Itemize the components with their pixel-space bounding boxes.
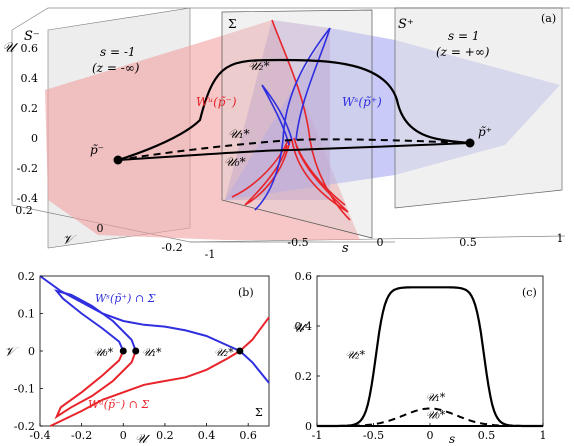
axis-box-floor xyxy=(189,235,566,243)
panel-c-y-tick: 0.2 xyxy=(295,370,313,383)
s-plus-label: s = 1 xyxy=(448,29,479,43)
panel-a-s-tick: 0.5 xyxy=(459,236,477,249)
stable-manifold-curves xyxy=(254,27,331,211)
panel-b-ylabel: 𝒱 xyxy=(4,345,19,360)
panel-c-x-tick: -1 xyxy=(312,429,323,442)
panel-c-series-label: 𝒰₀* xyxy=(425,409,445,422)
panel-b-y-tick: 0.2 xyxy=(18,270,36,283)
panel-c-xlabel: s xyxy=(449,432,455,446)
panel-a-s-axis-label: s xyxy=(342,241,349,256)
panel-c-x-tick: 0 xyxy=(427,429,434,442)
z-minus-label: (z = -∞) xyxy=(92,61,140,75)
panel-b: 𝒰₀* 𝒰₁* 𝒰₂* -0.4 -0.2 0 0.2 0.4 0.60.20.10-0.1-… xyxy=(4,270,270,446)
panel-c-series-label: 𝒰₁* xyxy=(425,391,445,404)
orbit-u2 xyxy=(117,58,471,162)
panel-c-y-tick: 0 xyxy=(305,420,312,433)
panel-b-corner-label: Σ xyxy=(255,406,263,419)
intersection-point xyxy=(119,347,127,355)
panel-c-x-tick: 0.5 xyxy=(478,429,496,442)
panel-a-u-tick: 0.4 xyxy=(21,72,39,85)
panel-b-x-tick: -0.4 xyxy=(29,429,50,442)
panel-a-v-ticks: 0.2 0 -0.2 xyxy=(15,204,182,254)
panel-b-x-tick: 0.6 xyxy=(239,429,257,442)
panel-b-blue-label: Wˢ(p̃⁺) ∩ Σ xyxy=(95,292,156,305)
panel-b-xlabel: 𝒰 xyxy=(135,432,151,446)
stable-intersection-loop xyxy=(53,289,137,352)
panel-b-red-label: Wᵘ(p̃⁻) ∩ Σ xyxy=(88,398,149,411)
intersection-point-label: 𝒰₂* xyxy=(214,346,234,359)
panel-c-y-tick: 0.6 xyxy=(295,270,313,283)
p-minus-label: p̃⁻ xyxy=(90,143,104,157)
stable-manifold-label: Wˢ(p̃⁺) xyxy=(342,95,382,109)
panel-a-s-ticks: -1 -0.5 0 0.5 1 xyxy=(205,232,564,261)
panel-a-u-tick: -0.2 xyxy=(17,162,38,175)
panel-b-y-tick: -0.2 xyxy=(14,420,35,433)
equilibrium-p-minus xyxy=(113,155,123,165)
panel-c-x-tick: 1 xyxy=(540,429,547,442)
section-plus-label: S⁺ xyxy=(398,17,414,32)
p-plus-label: p̃⁺ xyxy=(478,125,492,139)
intersection-point-label: 𝒰₀* xyxy=(93,346,113,359)
panel-a-u-tick: 0.6 xyxy=(21,42,39,55)
panel-a-s-tick: 1 xyxy=(557,232,564,245)
panel-a-s-tick: -0.5 xyxy=(287,236,308,249)
panel-b-y-tick: -0.1 xyxy=(14,383,35,396)
panel-a-u-tick: -0.4 xyxy=(17,192,38,205)
panel-c-ticks: -1 -0.5 0 0.5 1 0.6 0.4 0.2 0 xyxy=(295,270,547,442)
panel-b-ticks: -0.4 -0.2 0 0.2 0.4 0.60.20.10-0.1-0.2 xyxy=(14,270,257,442)
u2-label: 𝒰₂* xyxy=(248,59,270,73)
panel-b-plot: 𝒰₀* 𝒰₁* 𝒰₂* xyxy=(39,275,270,427)
panel-c-y-tick: 0.4 xyxy=(295,320,313,333)
panel-b-x-tick: -0.2 xyxy=(71,429,92,442)
u0-label: 𝒰₀* xyxy=(224,155,246,169)
panel-b-x-tick: 0.2 xyxy=(156,429,174,442)
s-minus-label: s = -1 xyxy=(100,45,136,59)
section-minus-label: S⁻ xyxy=(24,29,40,44)
section-plane-sigma xyxy=(221,9,373,239)
panel-b-y-tick: 0.1 xyxy=(18,308,36,321)
panel-c-plot: 𝒰₂* 𝒰₁* 𝒰₀* xyxy=(317,286,543,428)
panel-b-x-tick: 0.4 xyxy=(198,429,216,442)
panel-a-u-ticks: 0.6 0.4 0.2 0 -0.2 -0.4 xyxy=(17,42,38,205)
panel-b-label: (b) xyxy=(238,286,254,299)
intersection-point-label: 𝒰₁* xyxy=(142,346,162,359)
panel-a-label: (a) xyxy=(541,12,556,25)
panel-c-label: (c) xyxy=(522,286,537,299)
z-plus-label: (z = +∞) xyxy=(436,45,490,59)
panel-c-x-tick: -0.5 xyxy=(363,429,384,442)
panel-b-x-tick: 0 xyxy=(120,429,127,442)
intersection-point xyxy=(236,347,244,355)
panel-c: 𝒰₂*𝒰₁*𝒰₀* -1 -0.5 0 0.5 10.60.40.20 (c) s 𝒰 xyxy=(292,270,547,446)
orbit-u0 xyxy=(117,142,471,161)
u1-label: 𝒰₁* xyxy=(228,127,250,141)
manifold-overlap xyxy=(225,20,330,200)
unstable-intersection-loop xyxy=(54,350,137,420)
panel-a-v-tick: 0 xyxy=(97,222,104,235)
unstable-manifold-label: Wᵘ(p̃⁻) xyxy=(196,95,237,109)
panel-a-u-tick: 0 xyxy=(31,132,38,145)
panel-a-v-tick: 0.2 xyxy=(15,204,33,217)
panel-a-v-tick: -0.2 xyxy=(161,241,182,254)
intersection-point xyxy=(132,347,140,355)
section-sigma-label: Σ xyxy=(228,17,236,31)
panel-b-y-tick: 0 xyxy=(28,345,35,358)
equilibrium-p-plus xyxy=(465,138,475,148)
unstable-intersection-curve xyxy=(49,316,270,427)
panel-a: (a) S⁻ Σ S⁺ s = -1 (z = -∞) s = 1 (z = +… xyxy=(2,7,570,261)
panel-a-s-tick: -1 xyxy=(205,248,216,261)
panel-a-u-axis-label: 𝒰 xyxy=(2,40,19,56)
panel-c-series-label: 𝒰₂* xyxy=(345,349,365,362)
panel-a-s-tick: 0 xyxy=(377,236,384,249)
curve-u2 xyxy=(317,286,543,428)
panel-a-u-tick: 0.2 xyxy=(21,102,39,115)
